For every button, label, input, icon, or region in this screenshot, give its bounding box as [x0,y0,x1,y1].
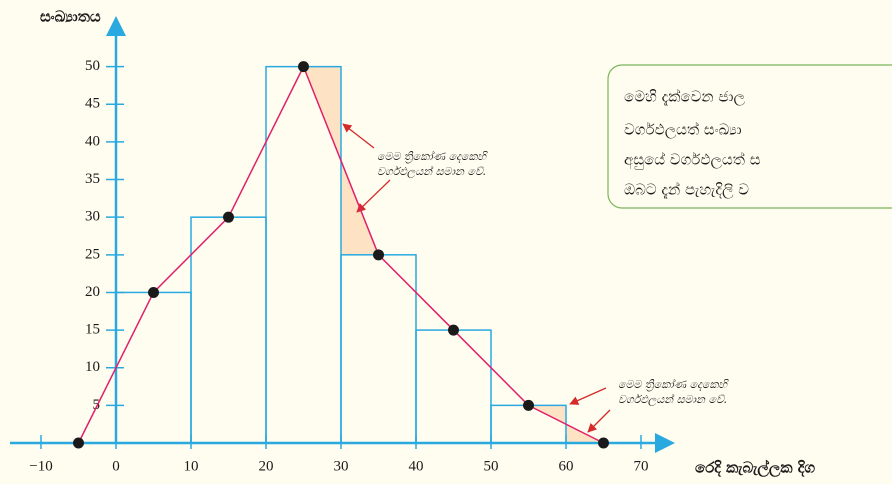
note-box [607,64,892,209]
arrow [587,409,611,433]
y-tick-label: 30 [85,209,100,225]
y-tick-label: 5 [93,397,101,413]
note-line: අසුයේ වර්ගඵලයත් ස [624,150,761,169]
x-axis-label: රෙදි කැබැල්ලක දිග [695,458,815,477]
x-tick-label: 50 [484,458,499,474]
x-tick-label: 20 [259,458,274,474]
x-tick-label: 30 [334,458,349,474]
bar [190,216,267,444]
arrow [356,179,391,213]
arrow [569,387,607,405]
x-tick-label: 10 [184,458,199,474]
x-tick-label: 60 [559,458,574,474]
polygon-point [298,61,309,73]
x-tick-label: 40 [409,458,424,474]
frequency-polygon [77,64,604,444]
x-tick-label: −10 [29,458,52,474]
y-tick-label: 35 [85,171,100,187]
polygon-point [73,437,84,449]
polygon-point [598,437,609,449]
annotation: මෙම ත්‍රිකෝණ දෙකෙහි [377,150,488,164]
bar [340,254,417,444]
note-line: මෙහි දැක්වෙන ජාල [624,87,745,106]
annotation: වර්ගඵලයන් සමාන වේ. [618,393,727,406]
bar [415,329,492,444]
polygon-point [148,286,159,298]
arrow [342,123,375,149]
polygon-point [523,399,534,411]
y-axis-label: සංඛ්‍යාතය [40,8,101,26]
y-tick-label: 50 [85,58,100,74]
annotation: මෙම ත්‍රිකෝණ දෙකෙහි [618,378,729,392]
y-tick-label: 10 [85,359,100,375]
annotation: වර්ගඵලයන් සමාන වේ. [377,165,486,178]
note-line: වර්ගඵලයත් සංඛ්‍යා [624,120,742,138]
y-tick-label: 45 [85,96,100,112]
polygon-point [223,211,234,223]
note-line: ඔබට දැන් පැහැදිලි ව [624,180,749,199]
y-tick-label: 15 [85,322,100,338]
y-tick-label: 20 [85,284,100,300]
bar [115,291,192,444]
polygon-point [373,249,384,261]
polygon-point [448,324,459,336]
x-tick-label: 70 [634,458,649,474]
y-tick-label: 40 [85,133,100,149]
x-tick-label: 0 [112,458,120,474]
y-tick-label: 25 [85,246,100,262]
